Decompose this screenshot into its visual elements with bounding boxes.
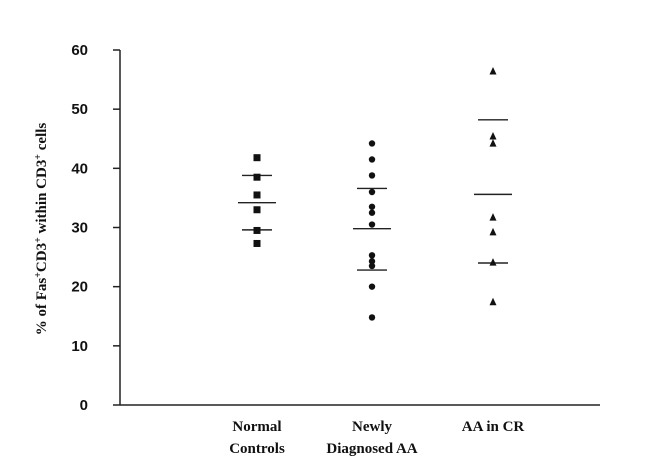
series-0-point-0 (253, 154, 261, 162)
category-label-2-line-0: AA in CR (462, 419, 525, 435)
series-0-point-5 (253, 239, 261, 247)
series-2-point-0 (489, 66, 497, 75)
x-labels: Normal Controls Newly Diagnosed AA AA in CR (229, 419, 524, 457)
series-2-point-1 (489, 132, 497, 140)
y-tick-label-40: 40 (71, 160, 88, 177)
series-1-point-7 (368, 252, 376, 259)
category-label-0-line-1: Controls (229, 441, 285, 457)
y-title-part-6: cells (34, 123, 50, 154)
category-label-1-line-1: Diagnosed AA (326, 441, 417, 457)
series-2-point-2 (489, 139, 497, 147)
series-2-point-3 (489, 213, 497, 221)
series-2-point-4 (489, 227, 497, 236)
y-title-part-3: + (33, 237, 44, 243)
series-1 (353, 140, 391, 321)
series-1-point-10 (368, 283, 376, 290)
y-ticks: 0 10 20 30 40 50 60 (71, 42, 120, 414)
series-1-point-9 (368, 262, 376, 270)
series-1-point-0 (368, 140, 376, 147)
series-2 (474, 66, 512, 306)
series-1-point-4 (368, 203, 376, 210)
series-1-point-6 (368, 221, 376, 228)
y-tick-label-20: 20 (71, 279, 88, 296)
y-axis-title: % of Fas+CD3+ within CD3+ cells (33, 123, 51, 336)
y-tick-label-50: 50 (71, 101, 88, 118)
y-tick-label-30: 30 (71, 220, 88, 237)
y-tick-label-0: 0 (80, 397, 88, 414)
series-0-point-3 (253, 206, 261, 214)
series-2-point-6 (489, 297, 497, 306)
y-title-part-2: CD3 (34, 243, 50, 272)
x-axis: Normal Controls Newly Diagnosed AA AA in CR (120, 404, 600, 457)
y-title-part-5: + (33, 154, 44, 160)
series-1-point-3 (368, 188, 376, 196)
series-1-point-1 (368, 156, 376, 163)
series-0 (238, 154, 276, 247)
category-label-0-line-0: Normal (232, 419, 281, 435)
series-2-point-5 (489, 258, 497, 266)
plot-area (238, 66, 512, 321)
y-tick-label-10: 10 (71, 338, 88, 355)
series-0-point-4 (253, 226, 261, 234)
category-label-1-line-0: Newly (352, 419, 392, 435)
y-axis: 0 10 20 30 40 50 60 (71, 42, 121, 414)
series-0-point-2 (253, 191, 261, 199)
series-1-point-8 (368, 258, 376, 265)
series-0-point-1 (253, 173, 261, 181)
series-1-point-2 (368, 172, 376, 179)
series-1-point-5 (368, 209, 376, 216)
y-title-part-0: % of Fas (34, 278, 50, 336)
y-title-part-1: + (33, 272, 44, 278)
y-title-part-4: within CD3 (34, 160, 50, 238)
series-1-point-11 (368, 314, 376, 321)
y-tick-label-60: 60 (71, 42, 88, 59)
